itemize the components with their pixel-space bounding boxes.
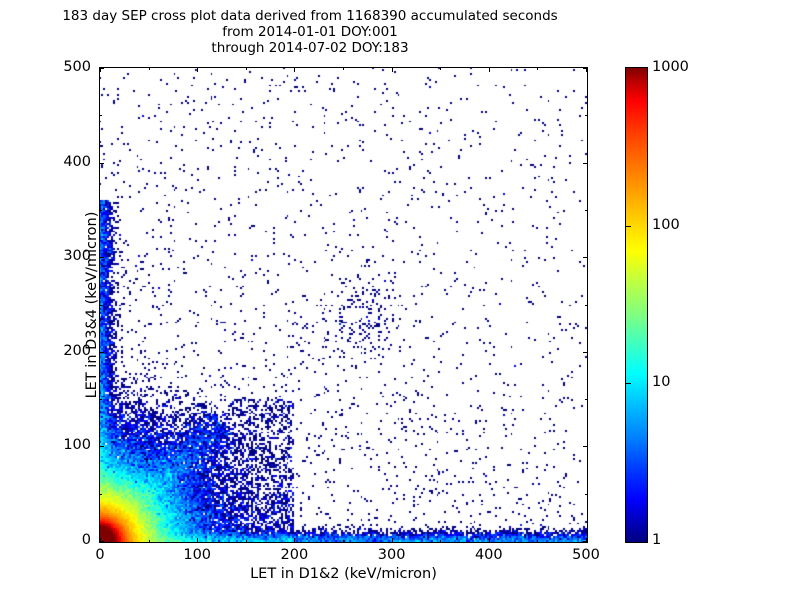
x-tick-top bbox=[294, 68, 295, 72]
x-tick bbox=[246, 540, 247, 542]
colorbar-tick-label: 10 bbox=[652, 374, 671, 390]
x-tick-top bbox=[343, 68, 344, 70]
x-tick bbox=[392, 538, 393, 542]
colorbar-tick bbox=[626, 383, 631, 384]
y-tick bbox=[100, 541, 104, 542]
y-tick-right bbox=[583, 68, 587, 69]
y-tick bbox=[100, 115, 102, 116]
y-tick bbox=[100, 352, 104, 353]
x-tick-top bbox=[537, 68, 538, 70]
y-tick-right bbox=[583, 541, 587, 542]
y-tick bbox=[100, 163, 104, 164]
plot-axes bbox=[99, 67, 588, 543]
plot-title: 183 day SEP cross plot data derived from… bbox=[0, 8, 620, 56]
x-tick-top bbox=[489, 68, 490, 72]
x-tick bbox=[197, 538, 198, 542]
x-tick-label: 200 bbox=[280, 547, 309, 563]
y-tick-right bbox=[585, 494, 587, 495]
colorbar bbox=[625, 67, 648, 543]
title-line-2: from 2014-01-01 DOY:001 bbox=[222, 24, 398, 40]
x-tick bbox=[586, 538, 587, 542]
y-tick-label: 0 bbox=[81, 532, 91, 548]
x-tick-top bbox=[100, 68, 101, 72]
title-line-3: through 2014-07-02 DOY:183 bbox=[211, 40, 409, 56]
x-tick-label: 0 bbox=[95, 547, 105, 563]
y-tick-label: 500 bbox=[63, 59, 91, 75]
colorbar-tick-label: 1000 bbox=[652, 59, 689, 75]
colorbar-tick bbox=[626, 226, 631, 227]
y-tick-label: 300 bbox=[63, 248, 91, 265]
y-tick bbox=[100, 305, 102, 306]
colorbar-tick-label: 1 bbox=[652, 532, 662, 548]
y-tick-label: 400 bbox=[63, 153, 91, 170]
x-tick-label: 500 bbox=[572, 547, 600, 563]
x-tick bbox=[440, 540, 441, 542]
y-tick bbox=[100, 68, 104, 69]
y-tick-right bbox=[583, 163, 587, 164]
x-tick-top bbox=[440, 68, 441, 70]
x-tick bbox=[149, 540, 150, 542]
colorbar-tick-label: 100 bbox=[652, 217, 680, 233]
y-tick-right bbox=[585, 399, 587, 400]
x-tick-top bbox=[197, 68, 198, 72]
x-tick-top bbox=[246, 68, 247, 70]
y-tick bbox=[100, 210, 102, 211]
y-tick-right bbox=[583, 352, 587, 353]
density-plot-canvas bbox=[100, 68, 587, 542]
y-tick-right bbox=[585, 115, 587, 116]
x-tick bbox=[100, 538, 101, 542]
x-tick bbox=[294, 538, 295, 542]
x-tick-top bbox=[586, 68, 587, 72]
y-tick bbox=[100, 494, 102, 495]
y-tick bbox=[100, 257, 104, 258]
x-tick-label: 300 bbox=[377, 547, 406, 563]
y-tick-right bbox=[583, 257, 587, 258]
title-line-1: 183 day SEP cross plot data derived from… bbox=[62, 8, 558, 24]
x-tick bbox=[537, 540, 538, 542]
x-axis-label: LET in D1&2 (keV/micron) bbox=[250, 566, 437, 582]
y-axis-label: LET in D3&4 (keV/micron) bbox=[84, 211, 100, 399]
y-tick-label: 200 bbox=[63, 342, 91, 359]
y-tick-right bbox=[585, 210, 587, 211]
x-tick-label: 100 bbox=[183, 547, 212, 563]
y-tick-label: 100 bbox=[63, 437, 91, 454]
x-tick-label: 400 bbox=[474, 547, 503, 563]
x-tick-top bbox=[149, 68, 150, 70]
y-tick-right bbox=[585, 305, 587, 306]
x-tick bbox=[489, 538, 490, 542]
y-tick-right bbox=[583, 446, 587, 447]
x-tick bbox=[343, 540, 344, 542]
x-tick-top bbox=[392, 68, 393, 72]
y-tick bbox=[100, 446, 104, 447]
y-tick bbox=[100, 399, 102, 400]
